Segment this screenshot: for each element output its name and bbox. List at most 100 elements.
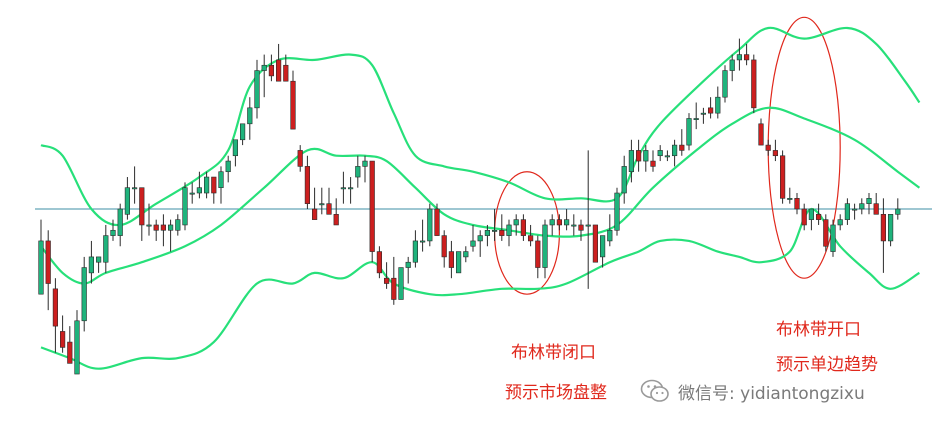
candle [52, 278, 58, 353]
candle [643, 145, 649, 172]
candle-body [283, 64, 289, 82]
candle [614, 187, 620, 236]
candle-body [240, 123, 246, 141]
candle-body [326, 203, 332, 215]
candle [520, 214, 526, 241]
candle-body [340, 187, 347, 190]
candle-body [592, 224, 598, 263]
candle [736, 38, 742, 71]
candle-body [614, 192, 620, 231]
candle-body [808, 208, 814, 220]
candle [715, 86, 721, 119]
candle-body [405, 261, 411, 268]
candle-body [657, 150, 663, 157]
candle [491, 208, 498, 241]
candle-body [391, 277, 397, 300]
candle [333, 198, 339, 226]
candle [700, 107, 706, 124]
candle [628, 139, 634, 183]
candle-body [880, 214, 886, 242]
candle [448, 240, 455, 279]
candle-body [866, 198, 872, 204]
candle-body [650, 160, 656, 167]
candle [499, 214, 505, 241]
candle-body [837, 219, 843, 226]
candle [45, 230, 51, 311]
candle [74, 310, 80, 375]
candle-body [67, 341, 73, 364]
candle [758, 118, 764, 146]
candle-body [45, 240, 51, 284]
candle-body [74, 320, 80, 375]
candle [895, 198, 901, 220]
candle-body [801, 208, 807, 226]
candle [779, 150, 786, 204]
candle-body [585, 224, 591, 227]
candle-body [693, 118, 699, 120]
candle [218, 166, 224, 204]
candle-body [513, 219, 519, 226]
candle [765, 139, 771, 156]
candle-body [815, 214, 822, 220]
candle [232, 139, 239, 167]
candle-body [304, 166, 311, 204]
candle [887, 214, 894, 247]
candle-body [297, 150, 303, 167]
candle-body [448, 251, 455, 268]
candle [578, 219, 584, 241]
annotation-squeeze-title: 布林带闭口 [511, 343, 596, 363]
candle-body [830, 224, 836, 252]
candle-body [268, 64, 275, 77]
candle-body [643, 150, 649, 162]
candle-body [499, 229, 505, 236]
candle [585, 150, 591, 289]
candle [117, 203, 123, 247]
candle [211, 176, 217, 204]
candle [707, 97, 714, 119]
bollinger-middle-band [40, 106, 921, 285]
candle-body [103, 235, 109, 263]
candle [398, 267, 404, 300]
candle-body [599, 235, 606, 258]
candle-body [175, 219, 181, 231]
candle-body [527, 235, 534, 242]
candle [571, 214, 577, 236]
candle [549, 214, 555, 236]
candle-body [477, 235, 483, 242]
candle [664, 150, 670, 162]
candle-body [139, 187, 145, 226]
candle-body [607, 229, 613, 242]
candle [455, 251, 462, 274]
candle-body [232, 139, 239, 157]
candle-body [751, 59, 757, 109]
candle [81, 256, 87, 332]
candle-body [204, 176, 210, 194]
candle [268, 54, 275, 82]
candle-body [671, 144, 678, 157]
candle-body [455, 251, 462, 274]
candle [772, 139, 778, 162]
candle [844, 198, 850, 225]
candle [563, 208, 570, 231]
candle [369, 160, 375, 263]
candle [146, 203, 152, 236]
candle [859, 198, 865, 215]
candle [160, 214, 167, 247]
candle-body [419, 240, 426, 243]
candle-body [729, 59, 735, 71]
candle-body [117, 208, 123, 236]
candle [196, 171, 203, 199]
candle [419, 219, 426, 252]
candle [880, 198, 886, 273]
candle [153, 219, 159, 241]
candle-body [168, 224, 174, 231]
candle-body [664, 155, 670, 158]
candle [830, 219, 836, 257]
annotation-expansion-desc: 预示单边趋势 [776, 355, 878, 375]
candle-body [247, 107, 253, 125]
candle-body [722, 70, 728, 98]
candle [254, 59, 260, 119]
candle [434, 203, 440, 236]
candle [204, 171, 210, 199]
